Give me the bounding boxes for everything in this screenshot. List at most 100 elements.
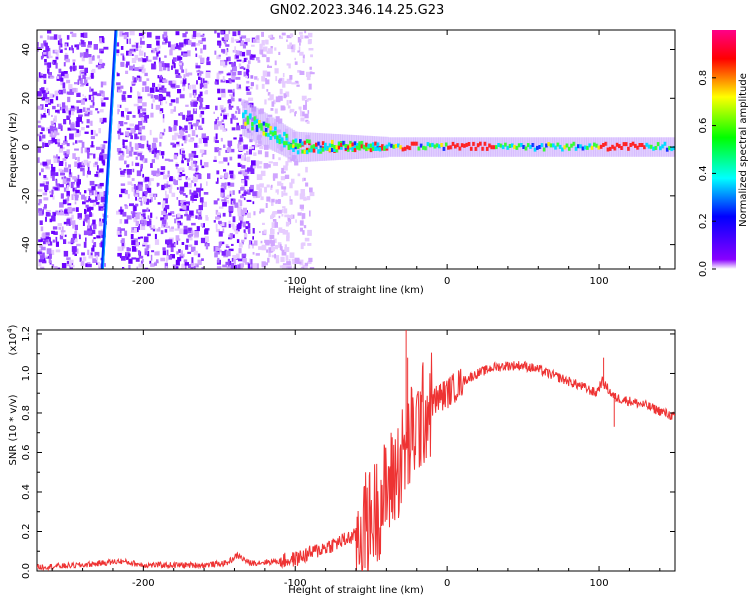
noise-cell xyxy=(45,212,50,217)
noise-cell xyxy=(135,156,138,160)
track-cell xyxy=(269,130,273,135)
noise-cell xyxy=(72,176,77,180)
noise-cell xyxy=(65,198,69,204)
noise-cell xyxy=(272,173,278,179)
noise-cell xyxy=(275,199,278,204)
noise-cell xyxy=(119,167,122,171)
noise-cell xyxy=(262,222,265,225)
noise-cell xyxy=(51,230,55,234)
track-halo xyxy=(572,137,576,157)
noise-cell xyxy=(161,87,167,93)
noise-cell xyxy=(223,185,227,190)
noise-cell xyxy=(81,252,85,256)
noise-cell xyxy=(191,84,196,89)
noise-cell xyxy=(92,224,97,230)
track-cell xyxy=(328,143,332,148)
colorbar-tick-label: 0.0 xyxy=(698,261,709,277)
noise-cell xyxy=(231,200,235,206)
noise-cell xyxy=(102,213,105,217)
noise-cell xyxy=(201,107,207,110)
noise-cell xyxy=(44,107,46,113)
noise-cell xyxy=(142,209,146,213)
noise-cell xyxy=(178,56,183,60)
noise-cell xyxy=(55,249,61,253)
noise-cell xyxy=(43,175,47,179)
noise-cell xyxy=(40,75,45,78)
track-cell xyxy=(656,142,660,147)
noise-cell xyxy=(305,182,309,187)
track-cell xyxy=(253,118,257,123)
noise-cell xyxy=(248,87,253,90)
figure-title: GN02.2023.346.14.25.G23 xyxy=(270,3,445,18)
noise-cell xyxy=(38,262,42,267)
noise-cell xyxy=(215,209,219,215)
noise-cell xyxy=(162,155,164,159)
noise-cell xyxy=(44,185,49,191)
noise-cell xyxy=(261,83,265,89)
noise-cell xyxy=(259,183,264,188)
noise-cell xyxy=(240,187,245,191)
noise-cell xyxy=(72,142,75,146)
noise-cell xyxy=(136,136,140,140)
noise-cell xyxy=(284,94,287,98)
track-cell xyxy=(583,145,587,150)
noise-cell xyxy=(184,157,187,160)
noise-cell xyxy=(271,222,276,228)
noise-cell xyxy=(149,178,154,182)
noise-cell xyxy=(214,147,220,153)
noise-cell xyxy=(213,220,216,223)
noise-cell xyxy=(177,222,180,229)
noise-cell xyxy=(148,179,152,186)
noise-cell xyxy=(161,219,167,225)
track-halo xyxy=(301,132,305,162)
noise-cell xyxy=(126,38,129,44)
track-cell xyxy=(645,142,649,147)
track-cell xyxy=(531,143,535,147)
noise-cell xyxy=(89,210,91,217)
noise-cell xyxy=(101,36,104,42)
noise-cell xyxy=(259,208,265,213)
noise-cell xyxy=(94,190,98,195)
noise-cell xyxy=(159,61,165,64)
noise-cell xyxy=(216,170,220,175)
noise-cell xyxy=(175,165,178,170)
noise-cell xyxy=(45,232,50,236)
noise-cell xyxy=(99,37,103,44)
noise-cell xyxy=(166,91,171,97)
noise-cell xyxy=(120,188,126,194)
noise-cell xyxy=(157,50,161,54)
noise-cell xyxy=(94,161,98,165)
noise-cell xyxy=(62,158,67,161)
noise-cell xyxy=(74,106,77,111)
noise-cell xyxy=(246,150,249,155)
noise-cell xyxy=(70,31,74,34)
noise-cell xyxy=(236,224,242,230)
noise-cell xyxy=(228,220,231,227)
noise-cell xyxy=(220,192,224,197)
noise-cell xyxy=(84,147,87,153)
noise-cell xyxy=(133,103,139,107)
noise-cell xyxy=(239,51,242,57)
noise-cell xyxy=(299,42,301,46)
noise-cell xyxy=(289,100,292,104)
track-cell xyxy=(401,147,405,152)
noise-cell xyxy=(279,244,282,250)
noise-cell xyxy=(203,83,208,89)
noise-cell xyxy=(205,70,211,73)
noise-cell xyxy=(86,119,90,124)
noise-cell xyxy=(190,262,194,266)
noise-cell xyxy=(273,238,277,243)
noise-cell xyxy=(143,120,146,123)
noise-cell xyxy=(137,212,142,215)
noise-cell xyxy=(193,266,196,269)
noise-cell xyxy=(309,187,313,193)
noise-cell xyxy=(165,38,168,44)
noise-cell xyxy=(138,143,142,148)
noise-cell xyxy=(160,151,165,156)
spectrogram-y-label: Frequency (Hz) xyxy=(8,112,19,188)
noise-cell xyxy=(244,262,250,265)
noise-cell xyxy=(188,40,192,46)
noise-cell xyxy=(201,133,206,139)
noise-cell xyxy=(201,258,204,261)
noise-cell xyxy=(308,48,314,51)
